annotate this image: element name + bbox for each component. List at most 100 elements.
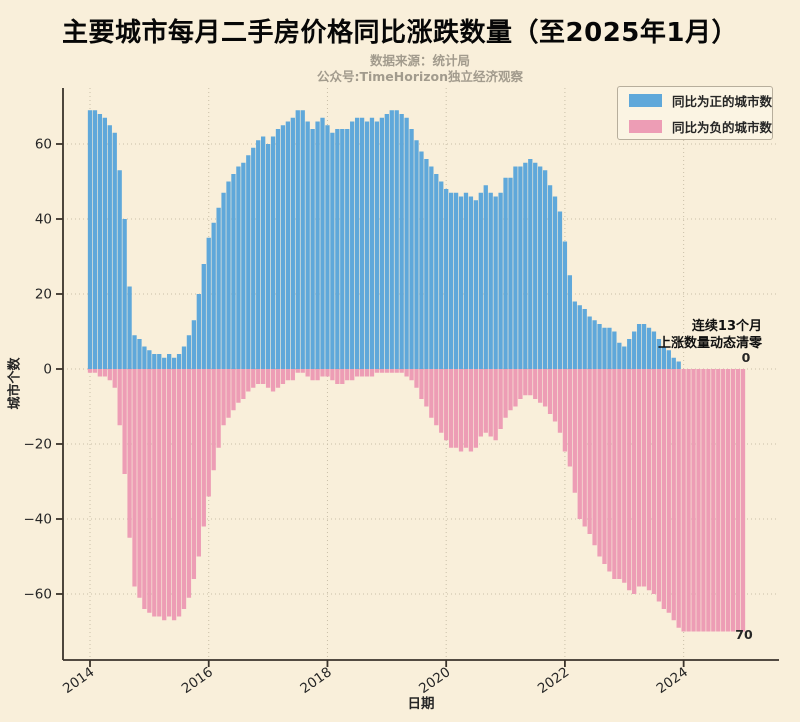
bar-positive bbox=[350, 121, 355, 369]
bar-negative bbox=[493, 369, 498, 441]
bar-positive bbox=[552, 196, 558, 369]
bar-positive bbox=[488, 192, 493, 369]
bar-negative bbox=[726, 369, 731, 632]
bar-negative bbox=[711, 369, 716, 632]
bar-positive bbox=[270, 136, 276, 369]
bar-negative bbox=[434, 369, 439, 426]
bar-negative bbox=[513, 369, 518, 407]
bar-negative bbox=[142, 369, 147, 609]
bar-positive bbox=[231, 174, 236, 369]
bar-negative bbox=[374, 369, 380, 373]
bar-negative bbox=[206, 369, 211, 497]
bar-positive bbox=[127, 286, 132, 369]
bar-negative bbox=[102, 369, 107, 377]
y-tick-label: −40 bbox=[24, 512, 53, 528]
y-tick-label: 0 bbox=[43, 362, 52, 378]
bar-positive bbox=[458, 196, 464, 369]
bar-negative bbox=[364, 369, 370, 377]
bar-positive bbox=[137, 339, 142, 369]
bar-negative bbox=[216, 369, 221, 448]
bar-negative bbox=[666, 369, 671, 613]
bar-positive bbox=[196, 294, 201, 369]
bar-positive bbox=[394, 110, 399, 369]
bar-negative bbox=[87, 369, 93, 373]
bar-negative bbox=[201, 369, 206, 527]
bar-negative bbox=[577, 369, 582, 519]
bar-negative bbox=[270, 369, 276, 392]
bar-positive bbox=[404, 117, 409, 369]
end-label-positive: 0 bbox=[741, 350, 751, 365]
bar-positive bbox=[226, 181, 231, 369]
bar-negative bbox=[275, 369, 281, 388]
bar-positive bbox=[320, 117, 325, 369]
bar-negative bbox=[463, 369, 469, 448]
bar-negative bbox=[453, 369, 459, 448]
bar-negative bbox=[221, 369, 226, 426]
bar-positive bbox=[359, 117, 365, 369]
bar-positive bbox=[152, 354, 157, 369]
bar-negative bbox=[162, 369, 167, 621]
bar-positive bbox=[523, 162, 528, 369]
bar-negative bbox=[429, 369, 434, 418]
bar-positive bbox=[157, 354, 162, 369]
bar-negative bbox=[300, 369, 305, 373]
bar-negative bbox=[444, 369, 449, 441]
bar-positive bbox=[107, 125, 112, 369]
bar-negative bbox=[468, 369, 474, 452]
bar-positive bbox=[290, 117, 295, 369]
chart-title: 主要城市每月二手房价格同比涨跌数量（至2025年1月） bbox=[62, 18, 738, 48]
bar-negative bbox=[730, 369, 736, 632]
bar-negative bbox=[320, 369, 325, 377]
bar-negative bbox=[152, 369, 157, 617]
bar-positive bbox=[97, 114, 103, 369]
bar-positive bbox=[468, 196, 474, 369]
bar-positive bbox=[181, 346, 187, 369]
bar-positive bbox=[236, 166, 241, 369]
bar-negative bbox=[246, 369, 251, 392]
subtitle-data-source: 数据来源：统计局 bbox=[369, 53, 470, 68]
bar-negative bbox=[305, 369, 310, 377]
bar-positive bbox=[171, 357, 177, 369]
bar-positive bbox=[246, 155, 251, 369]
bar-negative bbox=[651, 369, 657, 594]
bar-negative bbox=[691, 369, 696, 632]
bar-negative bbox=[582, 369, 587, 527]
bar-negative bbox=[562, 369, 568, 452]
x-axis-label: 日期 bbox=[407, 696, 435, 712]
bar-negative bbox=[681, 369, 686, 632]
end-label-negative: 70 bbox=[735, 627, 753, 642]
bar-positive bbox=[632, 331, 637, 369]
bar-positive bbox=[646, 327, 652, 369]
bar-positive bbox=[612, 331, 617, 369]
bar-negative bbox=[716, 369, 721, 632]
bar-positive bbox=[340, 129, 345, 369]
bar-negative bbox=[567, 369, 573, 467]
legend-swatch-positive bbox=[629, 93, 662, 107]
y-tick-label: 60 bbox=[35, 137, 52, 153]
annotation-line-2: 上涨数量动态清零 bbox=[657, 336, 762, 351]
bar-positive bbox=[513, 166, 518, 369]
bar-positive bbox=[162, 357, 167, 369]
bar-positive bbox=[275, 129, 281, 369]
bar-positive bbox=[419, 151, 424, 369]
bar-negative bbox=[498, 369, 503, 429]
bar-negative bbox=[350, 369, 355, 381]
bar-positive bbox=[478, 192, 483, 369]
bar-positive bbox=[498, 192, 503, 369]
bar-negative bbox=[251, 369, 256, 388]
bar-positive bbox=[463, 192, 469, 369]
bar-positive bbox=[602, 327, 607, 369]
bar-positive bbox=[117, 170, 122, 369]
bar-positive bbox=[280, 125, 286, 369]
bar-negative bbox=[310, 369, 315, 381]
legend-label-negative: 同比为负的城市数 bbox=[672, 119, 773, 135]
bar-positive bbox=[528, 159, 533, 369]
bar-positive bbox=[191, 320, 197, 369]
bar-positive bbox=[354, 117, 360, 369]
bar-negative bbox=[369, 369, 375, 377]
bar-negative bbox=[552, 369, 558, 422]
bar-positive bbox=[325, 125, 330, 369]
bar-negative bbox=[127, 369, 132, 538]
bar-positive bbox=[582, 309, 587, 369]
bar-negative bbox=[285, 369, 291, 381]
